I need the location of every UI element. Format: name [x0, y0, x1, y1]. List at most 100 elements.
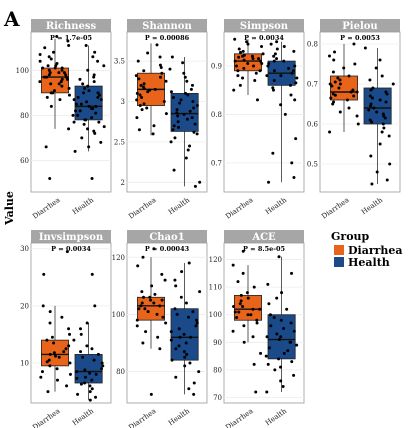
data-point: [275, 47, 279, 51]
data-point: [86, 127, 90, 131]
data-point: [38, 80, 42, 84]
data-point: [75, 376, 79, 380]
data-point: [94, 395, 98, 399]
data-point: [375, 170, 379, 174]
data-point: [239, 293, 243, 297]
data-point: [158, 75, 162, 79]
data-point: [280, 291, 284, 295]
y-tick-label: 0.8: [307, 41, 318, 49]
data-point: [380, 130, 384, 134]
data-point: [49, 82, 53, 86]
panel-richness: Richness 60 80 100 P = 1.7e-05 Diarrhea Health: [16, 19, 112, 221]
data-point: [73, 149, 77, 153]
data-point: [158, 304, 162, 308]
data-point: [271, 151, 275, 155]
y-tick-label: 100: [209, 311, 222, 319]
data-point: [176, 120, 180, 124]
data-point: [384, 100, 388, 104]
data-point: [235, 64, 239, 68]
data-point: [192, 392, 196, 396]
panel-simpson: Simpson 0.7 0.8 0.9 P = 0.0034 Diarrhea Health: [211, 19, 305, 221]
y-tick-label: 2: [121, 179, 125, 187]
data-point: [266, 362, 270, 366]
data-point: [189, 87, 193, 91]
data-point: [99, 98, 103, 102]
data-point: [160, 71, 164, 75]
series-diarrhea: [135, 247, 168, 396]
data-point: [158, 55, 162, 59]
data-point: [381, 112, 385, 116]
data-point: [170, 358, 174, 362]
data-point: [57, 355, 61, 359]
data-point: [168, 67, 172, 71]
data-point: [282, 45, 286, 49]
data-point: [242, 58, 246, 62]
data-point: [249, 313, 253, 317]
panel-title: Simpson: [240, 21, 289, 32]
data-point: [58, 98, 62, 102]
data-point: [55, 378, 59, 382]
data-point: [60, 68, 64, 72]
data-point: [242, 340, 246, 344]
data-point: [338, 78, 342, 82]
p-value: P = 0.00043: [145, 245, 190, 253]
data-point: [356, 122, 360, 126]
data-point: [64, 347, 68, 351]
data-point: [173, 307, 177, 311]
x-tick-label: Diarrhea: [127, 196, 157, 221]
data-point: [164, 79, 168, 83]
data-point: [174, 284, 178, 288]
data-point: [44, 145, 48, 149]
data-point: [64, 75, 68, 79]
data-point: [169, 140, 173, 144]
data-point: [246, 42, 250, 46]
data-point: [381, 122, 385, 126]
panel-title: ACE: [251, 232, 276, 243]
data-point: [333, 50, 337, 54]
x-tick-label: Health: [71, 196, 96, 217]
data-point: [145, 106, 149, 110]
data-point: [269, 324, 273, 328]
data-point: [368, 94, 372, 98]
data-point: [64, 73, 68, 77]
data-point: [251, 57, 255, 61]
data-point: [271, 86, 275, 90]
data-point: [254, 390, 258, 394]
data-point: [260, 62, 264, 66]
y-tick-label: 80: [116, 368, 125, 376]
data-point: [363, 46, 367, 50]
x-tick-label: Diarrhea: [224, 407, 254, 428]
data-point: [52, 341, 56, 345]
data-point: [55, 367, 59, 371]
data-point: [293, 64, 297, 68]
data-point: [78, 109, 82, 113]
y-tick-label: 10: [20, 360, 29, 368]
data-point: [289, 321, 293, 325]
data-point: [155, 312, 159, 316]
data-point: [92, 80, 96, 84]
data-point: [160, 272, 164, 276]
data-point: [267, 346, 271, 350]
p-value: P = 0.0034: [51, 245, 91, 253]
data-point: [266, 64, 270, 68]
data-point: [252, 64, 256, 68]
data-point: [92, 129, 96, 133]
data-point: [265, 335, 269, 339]
data-point: [292, 373, 296, 377]
p-value: P = 0.0034: [244, 34, 284, 42]
data-point: [355, 114, 359, 118]
data-point: [179, 98, 183, 102]
data-point: [49, 104, 53, 108]
legend-swatch-diarrhea: [334, 245, 344, 255]
data-point: [378, 98, 382, 102]
data-point: [79, 350, 83, 354]
data-point: [62, 350, 66, 354]
data-point: [173, 278, 177, 282]
series-diarrhea: [134, 43, 168, 136]
data-point: [99, 367, 103, 371]
data-point: [374, 66, 378, 70]
data-point: [50, 335, 54, 339]
data-point: [267, 62, 271, 66]
data-point: [174, 347, 178, 351]
data-point: [273, 368, 277, 372]
